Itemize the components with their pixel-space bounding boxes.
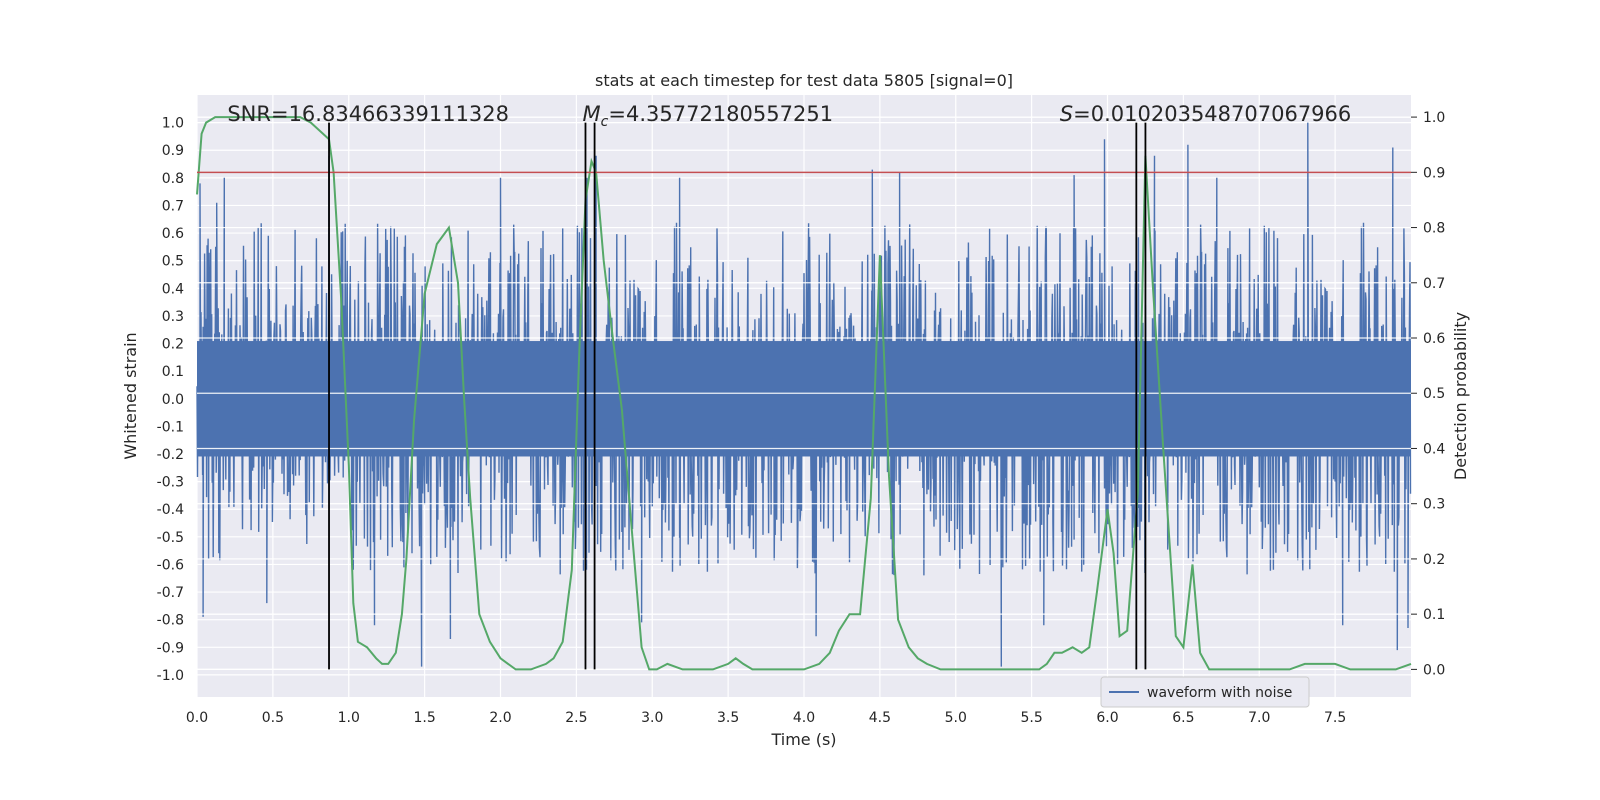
y-tick-label-right: 0.6 xyxy=(1423,331,1445,347)
x-tick-label: 4.5 xyxy=(869,710,891,726)
y-tick-label: -0.2 xyxy=(157,447,184,463)
y-axis-label-right: Detection probability xyxy=(1451,312,1470,480)
y-tick-label: -1.0 xyxy=(157,668,184,684)
y-tick-label: 1.0 xyxy=(162,116,184,132)
y-tick-label: -0.4 xyxy=(157,502,184,518)
y-tick-label: 0.5 xyxy=(162,254,184,270)
y-tick-label: 0.6 xyxy=(162,226,184,242)
waveform-core-band xyxy=(197,341,1411,457)
x-tick-label: 2.0 xyxy=(489,710,511,726)
y-tick-label-right: 0.5 xyxy=(1423,386,1445,402)
snr-annotation: SNR=16.83466339111328 xyxy=(227,102,509,126)
x-tick-label: 2.5 xyxy=(565,710,587,726)
x-tick-label: 1.5 xyxy=(413,710,435,726)
x-tick-label: 4.0 xyxy=(793,710,815,726)
y-tick-label-right: 0.4 xyxy=(1423,441,1445,457)
y-tick-label-right: 1.0 xyxy=(1423,110,1445,126)
legend-box xyxy=(1100,676,1310,708)
y-tick-label-right: 0.1 xyxy=(1423,607,1445,623)
y-tick-label: 0.7 xyxy=(162,198,184,214)
y-tick-label: -0.3 xyxy=(157,475,184,491)
y-tick-label: 0.0 xyxy=(162,392,184,408)
probability-line xyxy=(196,116,1412,671)
x-tick-label: 5.0 xyxy=(945,710,967,726)
y-tick-label: 0.8 xyxy=(162,171,184,187)
x-tick-label: 7.0 xyxy=(1248,710,1270,726)
y-tick-label: -0.8 xyxy=(157,613,184,629)
y-tick-label: 0.1 xyxy=(162,364,184,380)
y-tick-label: 0.3 xyxy=(162,309,184,325)
x-tick-label: 3.0 xyxy=(641,710,663,726)
legend-label: waveform with noise xyxy=(1147,685,1292,701)
y-tick-label: 0.2 xyxy=(162,337,184,353)
x-tick-label: 6.5 xyxy=(1172,710,1194,726)
y-tick-label-right: 0.8 xyxy=(1423,221,1445,237)
y-tick-label: -0.6 xyxy=(157,557,184,573)
y-tick-label-right: 0.7 xyxy=(1423,276,1445,292)
y-tick-label-right: 0.9 xyxy=(1423,165,1445,181)
chirp-mass-annotation: Mc=4.35772180557251 xyxy=(583,102,834,130)
y-tick-label: 0.9 xyxy=(162,143,184,159)
y-tick-label: -0.7 xyxy=(157,585,184,601)
y-tick-label: 0.4 xyxy=(162,281,184,297)
y-tick-label: -0.5 xyxy=(157,530,184,546)
x-tick-label: 0.0 xyxy=(186,710,208,726)
x-tick-label: 7.5 xyxy=(1324,710,1346,726)
y-tick-label-right: 0.0 xyxy=(1423,662,1445,678)
chart-title: stats at each timestep for test data 580… xyxy=(595,71,1013,90)
s-annotation: S=0.010203548707067966 xyxy=(1060,102,1351,126)
x-axis-label: Time (s) xyxy=(770,730,836,749)
x-tick-label: 6.0 xyxy=(1096,710,1118,726)
x-tick-label: 1.0 xyxy=(338,710,360,726)
y-tick-label: -0.1 xyxy=(157,419,184,435)
x-tick-label: 0.5 xyxy=(262,710,284,726)
y-tick-label-right: 0.3 xyxy=(1423,497,1445,513)
x-tick-label: 5.5 xyxy=(1020,710,1042,726)
x-tick-label: 3.5 xyxy=(717,710,739,726)
y-axis-label: Whitened strain xyxy=(121,332,140,459)
y-tick-label: -0.9 xyxy=(157,640,184,656)
y-tick-label-right: 0.2 xyxy=(1423,552,1445,568)
